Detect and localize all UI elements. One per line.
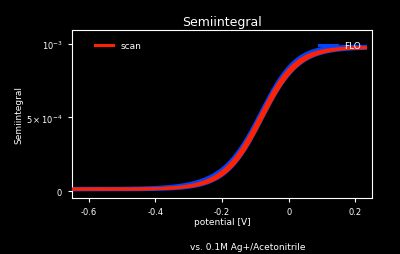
Y-axis label: Semiintegral: Semiintegral [14,85,24,143]
X-axis label: potential [V]: potential [V] [194,217,250,226]
Title: Semiintegral: Semiintegral [182,16,262,29]
Text: vs. 0.1M Ag+/Acetonitrile: vs. 0.1M Ag+/Acetonitrile [190,243,306,251]
Legend: FLO: FLO [315,38,364,55]
